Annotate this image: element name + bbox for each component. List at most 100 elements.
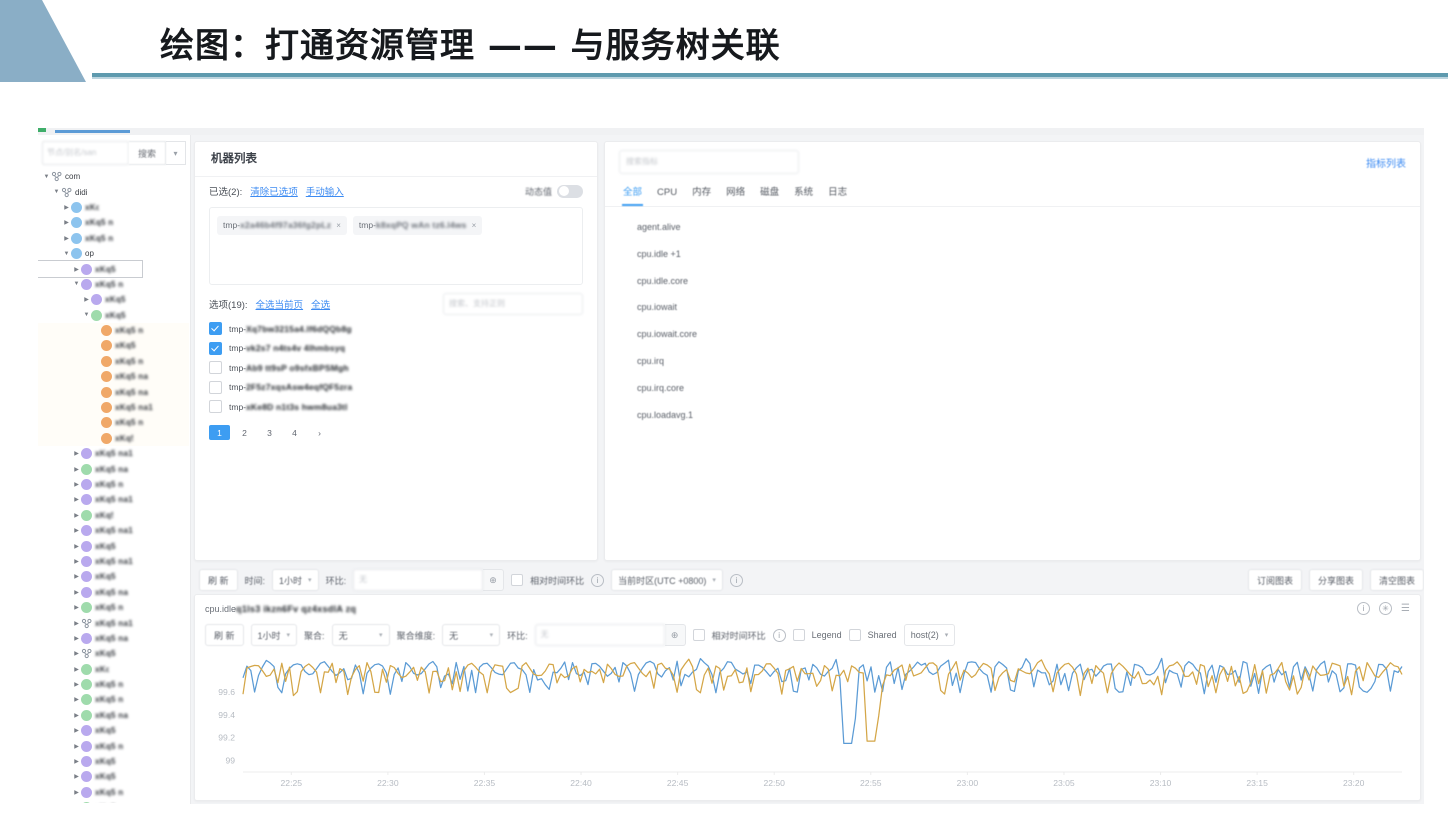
- machine-option-checkbox[interactable]: [209, 361, 222, 375]
- chevron-down-icon[interactable]: ▾: [166, 141, 186, 165]
- metric-item[interactable]: cpu.irq.core: [637, 382, 685, 393]
- tree-search-button[interactable]: 搜索: [129, 141, 166, 165]
- metric-tab-全部[interactable]: 全部: [621, 182, 644, 206]
- machine-option-row[interactable]: tmp-xKe8D n1t3s hwm8ua3tl: [209, 397, 583, 417]
- caret-right-icon[interactable]: ▶: [74, 712, 79, 719]
- legend-checkbox[interactable]: [792, 629, 805, 641]
- caret-right-icon[interactable]: ▶: [74, 697, 79, 704]
- tree-node[interactable]: – xKq5 n: [38, 322, 189, 339]
- refresh-button[interactable]: 刷 新: [199, 569, 238, 591]
- tree-node[interactable]: ▼ xKq5 n: [38, 277, 189, 292]
- tree-node[interactable]: ▶xKq5: [38, 646, 189, 661]
- tree-node[interactable]: – xKq5: [38, 338, 189, 354]
- aggregation-dimension-select[interactable]: 无 ▾: [442, 624, 501, 646]
- caret-right-icon[interactable]: ▶: [74, 682, 79, 689]
- machine-option-row[interactable]: tmp-vk2s7 n4ts4v 4lhmbsyq: [209, 339, 583, 359]
- tree-node[interactable]: ▶xKq5: [38, 723, 189, 738]
- info-icon[interactable]: i: [1357, 602, 1371, 615]
- machine-option-checkbox[interactable]: [209, 341, 222, 355]
- metric-search-input[interactable]: 搜索指标: [619, 150, 799, 174]
- tree-node[interactable]: ▶xKq5: [38, 800, 189, 803]
- metric-tab-系统[interactable]: 系统: [794, 187, 814, 198]
- manual-input-link[interactable]: 手动输入: [305, 187, 344, 198]
- tree-node[interactable]: – xKq5 n: [38, 415, 189, 431]
- tree-node-didi[interactable]: ▼ didi: [38, 184, 189, 199]
- plus-circle-icon[interactable]: ⊕: [483, 569, 505, 591]
- timezone-info-icon[interactable]: i: [729, 573, 743, 587]
- close-icon[interactable]: ×: [336, 220, 341, 230]
- caret-down-icon[interactable]: ▼: [53, 189, 60, 196]
- caret-down-icon[interactable]: ▼: [63, 250, 70, 257]
- tree-node[interactable]: ▶xKq5: [38, 754, 189, 769]
- page-2[interactable]: 2: [242, 427, 247, 438]
- caret-right-icon[interactable]: ▶: [74, 512, 79, 519]
- compare-input[interactable]: 无: [353, 569, 484, 591]
- clear-chart-button[interactable]: 清空图表: [1369, 569, 1424, 591]
- tree-node[interactable]: ▶xKq5: [38, 569, 189, 584]
- caret-right-icon[interactable]: ▶: [74, 789, 79, 796]
- tree-node[interactable]: ▶xKq5: [38, 260, 143, 278]
- machine-option-checkbox[interactable]: [209, 322, 222, 336]
- tree-node[interactable]: ▶xKq5: [38, 538, 189, 553]
- machine-option-row[interactable]: tmp-Xq7bw3215a4.lf6dQQb8g: [209, 319, 583, 339]
- caret-right-icon[interactable]: ▶: [64, 235, 69, 242]
- caret-right-icon[interactable]: ▶: [64, 204, 69, 211]
- shared-checkbox[interactable]: [848, 629, 861, 641]
- caret-right-icon[interactable]: ▶: [74, 620, 79, 627]
- info-icon[interactable]: i: [772, 628, 786, 642]
- page-3[interactable]: 3: [267, 427, 272, 438]
- metric-item[interactable]: cpu.loadavg.1: [637, 409, 694, 420]
- tree-node[interactable]: ▶ xKq5 n: [38, 785, 189, 800]
- caret-right-icon[interactable]: ▶: [74, 728, 79, 735]
- machine-option-row[interactable]: tmp-2F5z7xqsAsw4eqfQF5zra: [209, 378, 583, 398]
- tree-node[interactable]: ▶ xKq5 na1: [38, 554, 189, 569]
- tree-node[interactable]: ▶ xKq5 na1: [38, 615, 189, 630]
- metric-item[interactable]: agent.alive: [637, 222, 681, 232]
- page-1[interactable]: 1: [209, 425, 230, 440]
- caret-right-icon[interactable]: ▶: [74, 482, 79, 488]
- caret-right-icon[interactable]: ▶: [74, 574, 79, 581]
- selected-machine-tag[interactable]: tmp-k8xqPQ wAn tz6.l4ws ×: [352, 215, 483, 235]
- metric-tab-网络[interactable]: 网络: [726, 187, 746, 198]
- aggregation-select[interactable]: 无 ▾: [331, 624, 390, 646]
- caret-right-icon[interactable]: ▶: [74, 666, 79, 673]
- metric-tab-日志[interactable]: 日志: [828, 187, 848, 198]
- caret-down-icon[interactable]: ▼: [73, 281, 80, 288]
- tree-node[interactable]: ▶ xKq5 na: [38, 585, 189, 600]
- metric-item[interactable]: cpu.idle.core: [637, 275, 689, 286]
- dynamic-value-toggle[interactable]: [557, 184, 583, 198]
- tree-node[interactable]: ▶ xKq5 na: [38, 461, 189, 476]
- menu-icon[interactable]: ☰: [1401, 603, 1410, 614]
- metric-tab-CPU[interactable]: CPU: [657, 187, 678, 198]
- option-search-input[interactable]: 搜索、支持正则: [443, 293, 583, 315]
- caret-right-icon[interactable]: ▶: [74, 558, 79, 565]
- tree-node-com[interactable]: ▼ com: [38, 169, 189, 184]
- metric-tab-内存[interactable]: 内存: [692, 187, 712, 198]
- host-select[interactable]: host(2) ▾: [903, 624, 956, 646]
- page-4[interactable]: 4: [292, 427, 297, 438]
- clear-selected-link[interactable]: 清除已选项: [250, 187, 298, 198]
- machine-option-row[interactable]: tmp-Ab9 tt9sP o9sfxBPSMgh: [209, 358, 583, 378]
- chart-plot-area[interactable]: 99.6 99.4 99.2 99 22:25 22:30 22:35 22:40 22:45 2…: [195, 648, 1420, 794]
- tree-node[interactable]: ▶ xKq5 n: [38, 600, 189, 615]
- tree-node[interactable]: ▶ xKq5 n: [38, 677, 189, 692]
- tree-node[interactable]: ▶ xKq5 n: [38, 215, 189, 230]
- tree-node[interactable]: – xKq5 na1: [38, 399, 189, 416]
- tree-node[interactable]: – xKq5 n: [38, 353, 189, 370]
- select-all-link[interactable]: 全选: [311, 300, 331, 311]
- caret-right-icon[interactable]: ▶: [74, 451, 79, 458]
- caret-right-icon[interactable]: ▶: [74, 605, 79, 612]
- close-icon[interactable]: ×: [471, 220, 477, 230]
- tree-node[interactable]: – xKq5 na: [38, 369, 189, 385]
- service-tree[interactable]: ▼ com ▼ didi ▶ xKq ▶ xKq5 n ▶ xKq5 n ▼ op ▶ xKq5 ▼ xKq…: [38, 169, 189, 803]
- relative-compare-checkbox[interactable]: [511, 574, 524, 586]
- tree-node[interactable]: ▶xKq5: [38, 292, 189, 307]
- tree-node-op[interactable]: ▼ op: [38, 246, 189, 261]
- chart-relative-compare-checkbox[interactable]: [692, 629, 705, 641]
- tree-node[interactable]: ▶xKq5: [38, 508, 189, 523]
- caret-right-icon[interactable]: ▶: [74, 743, 79, 750]
- select-current-page-link[interactable]: 全选当前页: [255, 300, 304, 311]
- caret-down-icon[interactable]: ▼: [43, 173, 50, 180]
- caret-right-icon[interactable]: ▶: [74, 589, 79, 596]
- caret-right-icon[interactable]: ▶: [74, 651, 79, 658]
